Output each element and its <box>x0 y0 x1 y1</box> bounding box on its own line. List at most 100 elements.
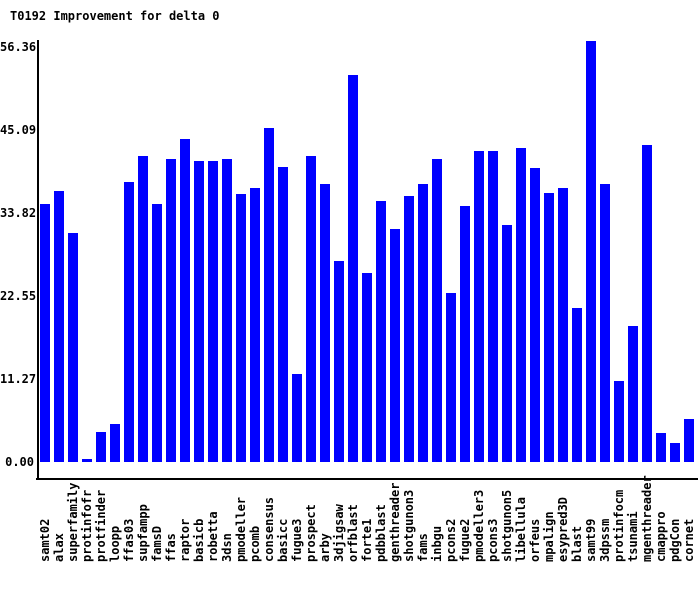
bar-pmodeller <box>236 194 246 462</box>
chart-title: T0192 Improvement for delta 0 <box>10 9 220 23</box>
x-label-pmodeller3: pmodeller3 <box>472 489 486 562</box>
bar-protinfocm <box>614 381 624 462</box>
bar-3djigsaw <box>334 261 344 462</box>
x-label-samt99: samt99 <box>584 518 598 562</box>
bar-robetta <box>208 161 218 462</box>
bar-samt02 <box>40 204 50 462</box>
x-label-tsunami: tsunami <box>626 511 640 562</box>
x-label-consensus: consensus <box>262 496 276 562</box>
bar-libellula <box>516 148 526 462</box>
bar-ffas <box>166 159 176 462</box>
x-label-pdgCon: pdgCon <box>668 518 682 562</box>
bar-mpalign <box>544 193 554 462</box>
bar-consensus <box>264 128 274 462</box>
bar-tsunami <box>628 326 638 462</box>
x-label-samt02: samt02 <box>38 518 52 562</box>
x-label-superfamily: superfamily <box>66 482 80 562</box>
bar-pcons2 <box>446 293 456 462</box>
bar-3dsn <box>222 159 232 462</box>
bar-genthreader <box>390 229 400 462</box>
bar-shotgunon5 <box>502 225 512 462</box>
y-tick-label: 11.27 <box>0 372 37 386</box>
x-label-ffas03: ffas03 <box>122 518 136 562</box>
bar-protfinder <box>96 432 106 462</box>
y-tick-label: 56.36 <box>0 40 37 54</box>
x-label-robetta: robetta <box>206 511 220 562</box>
bar-orfeus <box>530 168 540 462</box>
bar-cmappro <box>656 433 666 462</box>
x-label-protinfocm: protinfocm <box>612 489 626 562</box>
x-label-supfampp: supfampp <box>136 504 150 562</box>
bar-prospect <box>306 156 316 462</box>
x-label-pdbblast: pdbblast <box>374 504 388 562</box>
x-label-shotgunon3: shotgunon3 <box>402 489 416 562</box>
y-axis-line <box>37 40 39 480</box>
x-label-loopp: loopp <box>108 525 122 562</box>
x-label-prospect: prospect <box>304 504 318 562</box>
x-label-fams: fams <box>416 533 430 562</box>
bar-basicc <box>278 167 288 462</box>
x-label-arby: arby <box>318 533 332 562</box>
x-label-alax: alax <box>52 533 66 562</box>
bar-blast <box>572 308 582 462</box>
y-tick-label: 33.82 <box>0 206 37 220</box>
bar-shotgunon3 <box>404 196 414 462</box>
bar-arby <box>320 184 330 462</box>
x-label-pcons3: pcons3 <box>486 518 500 562</box>
bar-pdbblast <box>376 201 386 462</box>
bar-pdgCon <box>670 443 680 462</box>
x-label-pmodeller: pmodeller <box>234 496 248 562</box>
x-label-blast: blast <box>570 525 584 562</box>
x-label-orfblast: orfblast <box>346 504 360 562</box>
bar-mgenthreader <box>642 145 652 462</box>
x-label-3dpssm: 3dpssm <box>598 518 612 562</box>
bar-fams <box>418 184 428 462</box>
bar-esypred3D <box>558 188 568 462</box>
x-label-protfinder: protfinder <box>94 489 108 562</box>
x-label-libellula: libellula <box>514 496 528 562</box>
bar-3dpssm <box>600 184 610 462</box>
x-label-cornet: cornet <box>682 518 696 562</box>
bar-loopp <box>110 424 120 462</box>
y-tick-label: 22.55 <box>0 289 37 303</box>
x-label-inbgu: inbgu <box>430 525 444 562</box>
bar-protinfofr <box>82 459 92 462</box>
x-label-pcons2: pcons2 <box>444 518 458 562</box>
bar-raptor <box>180 139 190 462</box>
x-label-mgenthreader: mgenthreader <box>640 475 654 562</box>
x-label-cmappro: cmappro <box>654 511 668 562</box>
bar-famsD <box>152 204 162 462</box>
y-tick-label: 0.00 <box>5 455 34 469</box>
x-label-basicb: basicb <box>192 518 206 562</box>
x-label-esypred3D: esypred3D <box>556 496 570 562</box>
bar-supfampp <box>138 156 148 462</box>
bar-cornet <box>684 419 694 462</box>
bar-fugue2 <box>460 206 470 462</box>
x-label-genthreader: genthreader <box>388 482 402 562</box>
x-label-basicc: basicc <box>276 518 290 562</box>
bar-samt99 <box>586 41 596 462</box>
bar-forte1 <box>362 273 372 462</box>
x-label-fugue3: fugue3 <box>290 518 304 562</box>
bar-inbgu <box>432 159 442 462</box>
x-label-shotgunon5: shotgunon5 <box>500 489 514 562</box>
bar-alax <box>54 191 64 462</box>
bar-pcomb <box>250 188 260 462</box>
bar-orfblast <box>348 75 358 462</box>
bar-basicb <box>194 161 204 462</box>
x-label-3djigsaw: 3djigsaw <box>332 504 346 562</box>
x-label-raptor: raptor <box>178 518 192 562</box>
bar-pmodeller3 <box>474 151 484 462</box>
x-label-ffas: ffas <box>164 533 178 562</box>
x-label-orfeus: orfeus <box>528 518 542 562</box>
bar-ffas03 <box>124 182 134 462</box>
x-axis-line <box>36 478 698 480</box>
bar-pcons3 <box>488 151 498 462</box>
bar-fugue3 <box>292 374 302 462</box>
x-label-protinfofr: protinfofr <box>80 489 94 562</box>
x-label-pcomb: pcomb <box>248 525 262 562</box>
x-label-mpalign: mpalign <box>542 511 556 562</box>
x-label-famsD: famsD <box>150 525 164 562</box>
x-label-forte1: forte1 <box>360 518 374 562</box>
